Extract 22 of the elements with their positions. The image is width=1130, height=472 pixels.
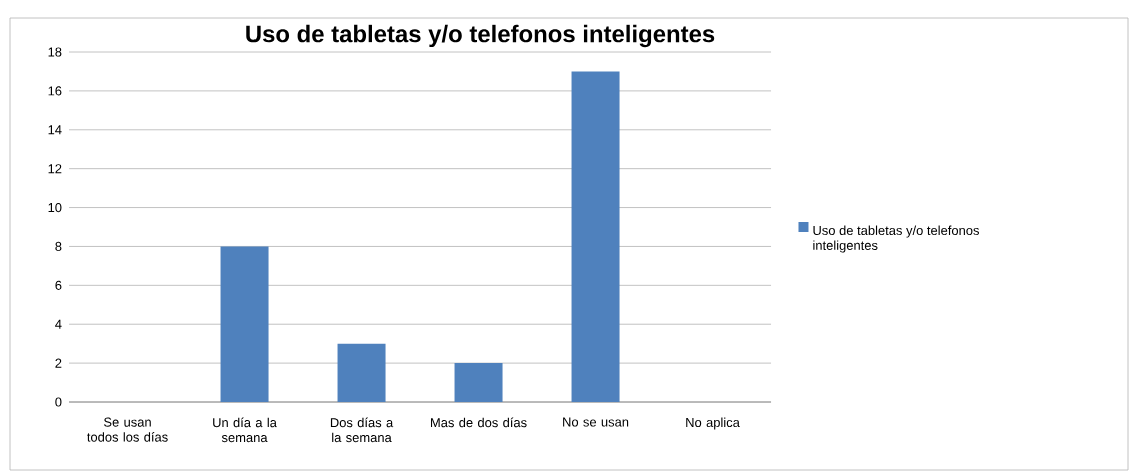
x-tick-label: Un día a la semana — [213, 417, 277, 443]
y-tick-label: 0 — [55, 397, 62, 407]
legend-label: Uso de tabletas y/o telefonos inteligentes — [813, 225, 979, 253]
x-tick-label: Dos días a la semana — [330, 417, 394, 443]
y-tick-label: 16 — [48, 86, 62, 96]
bar — [220, 246, 269, 402]
x-tick-label: Se usan todos los días — [87, 417, 168, 442]
y-tick-label: 8 — [55, 241, 62, 252]
x-tick-label: Mas de dos días — [431, 417, 527, 428]
bar — [337, 343, 386, 402]
x-tick-label: No se usan — [563, 417, 629, 427]
y-tick-label: 14 — [48, 125, 62, 135]
y-tick-label: 18 — [48, 47, 62, 57]
y-tick-label: 10 — [48, 202, 62, 213]
y-tick-label: 2 — [55, 358, 62, 368]
chart-title: Uso de tabletas y/o telefonos inteligentes — [246, 24, 715, 48]
y-tick-label: 6 — [55, 280, 62, 290]
y-tick-label: 12 — [48, 164, 62, 174]
bar — [571, 71, 620, 402]
bar — [454, 363, 503, 402]
y-tick-label: 4 — [55, 319, 62, 329]
x-tick-label: No aplica — [686, 417, 740, 430]
